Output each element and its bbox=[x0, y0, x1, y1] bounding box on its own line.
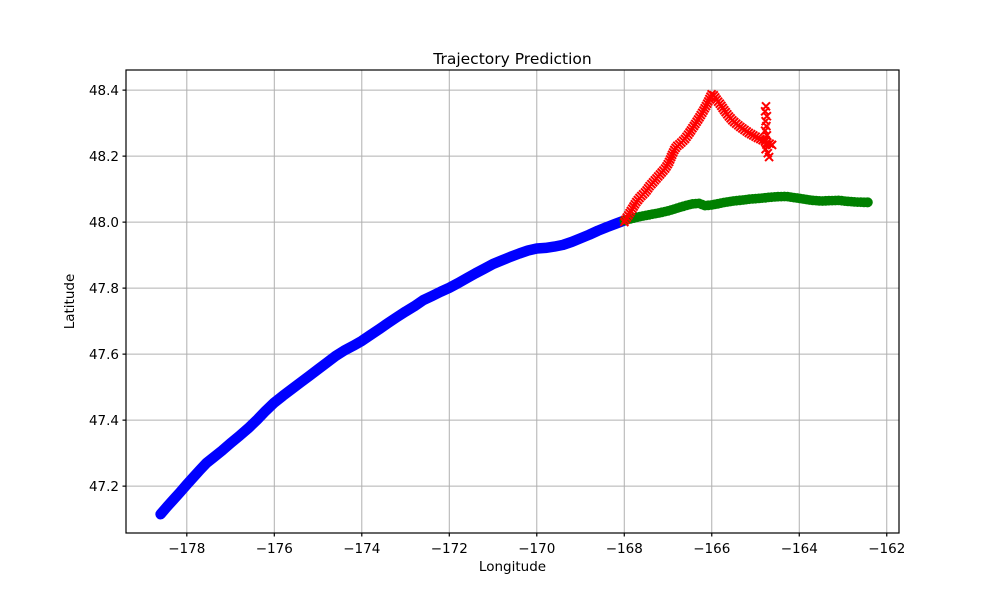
y-tick-label: 47.6 bbox=[89, 347, 119, 363]
axis-ticks bbox=[122, 89, 888, 537]
chart-title: Trajectory Prediction bbox=[432, 50, 591, 68]
grid-lines bbox=[126, 70, 899, 533]
y-tick-label: 47.2 bbox=[89, 479, 119, 495]
y-tick-label: 48.4 bbox=[89, 83, 119, 99]
x-tick-label: −174 bbox=[343, 541, 380, 557]
series-predicted-track-green bbox=[619, 191, 873, 226]
x-tick-label: −172 bbox=[431, 541, 468, 557]
y-axis-label: Latitude bbox=[62, 274, 78, 330]
circle-marker bbox=[863, 197, 873, 208]
x-axis-label: Longitude bbox=[479, 559, 546, 575]
series-observed-track bbox=[155, 215, 630, 520]
x-tick-label: −166 bbox=[693, 541, 730, 557]
x-tick-label: −170 bbox=[518, 541, 555, 557]
data-series bbox=[155, 89, 873, 520]
axis-tick-labels: −178 −176 −174 −172 −170 −168 −166 −164 −162 47.2… bbox=[89, 83, 905, 557]
x-tick-label: −176 bbox=[256, 541, 293, 557]
x-tick-label: −168 bbox=[606, 541, 643, 557]
series-predicted-track-red bbox=[619, 89, 777, 227]
y-tick-label: 47.4 bbox=[89, 413, 119, 429]
y-tick-label: 48.0 bbox=[89, 215, 119, 231]
x-marker-cloud bbox=[619, 89, 777, 227]
plot-border bbox=[125, 69, 900, 534]
x-tick-label: −164 bbox=[781, 541, 818, 557]
y-tick-label: 47.8 bbox=[89, 281, 119, 297]
y-tick-label: 48.2 bbox=[89, 149, 119, 165]
x-tick-label: −162 bbox=[868, 541, 905, 557]
x-tick-label: −178 bbox=[168, 541, 205, 557]
observed-trajectory-line bbox=[155, 215, 630, 520]
